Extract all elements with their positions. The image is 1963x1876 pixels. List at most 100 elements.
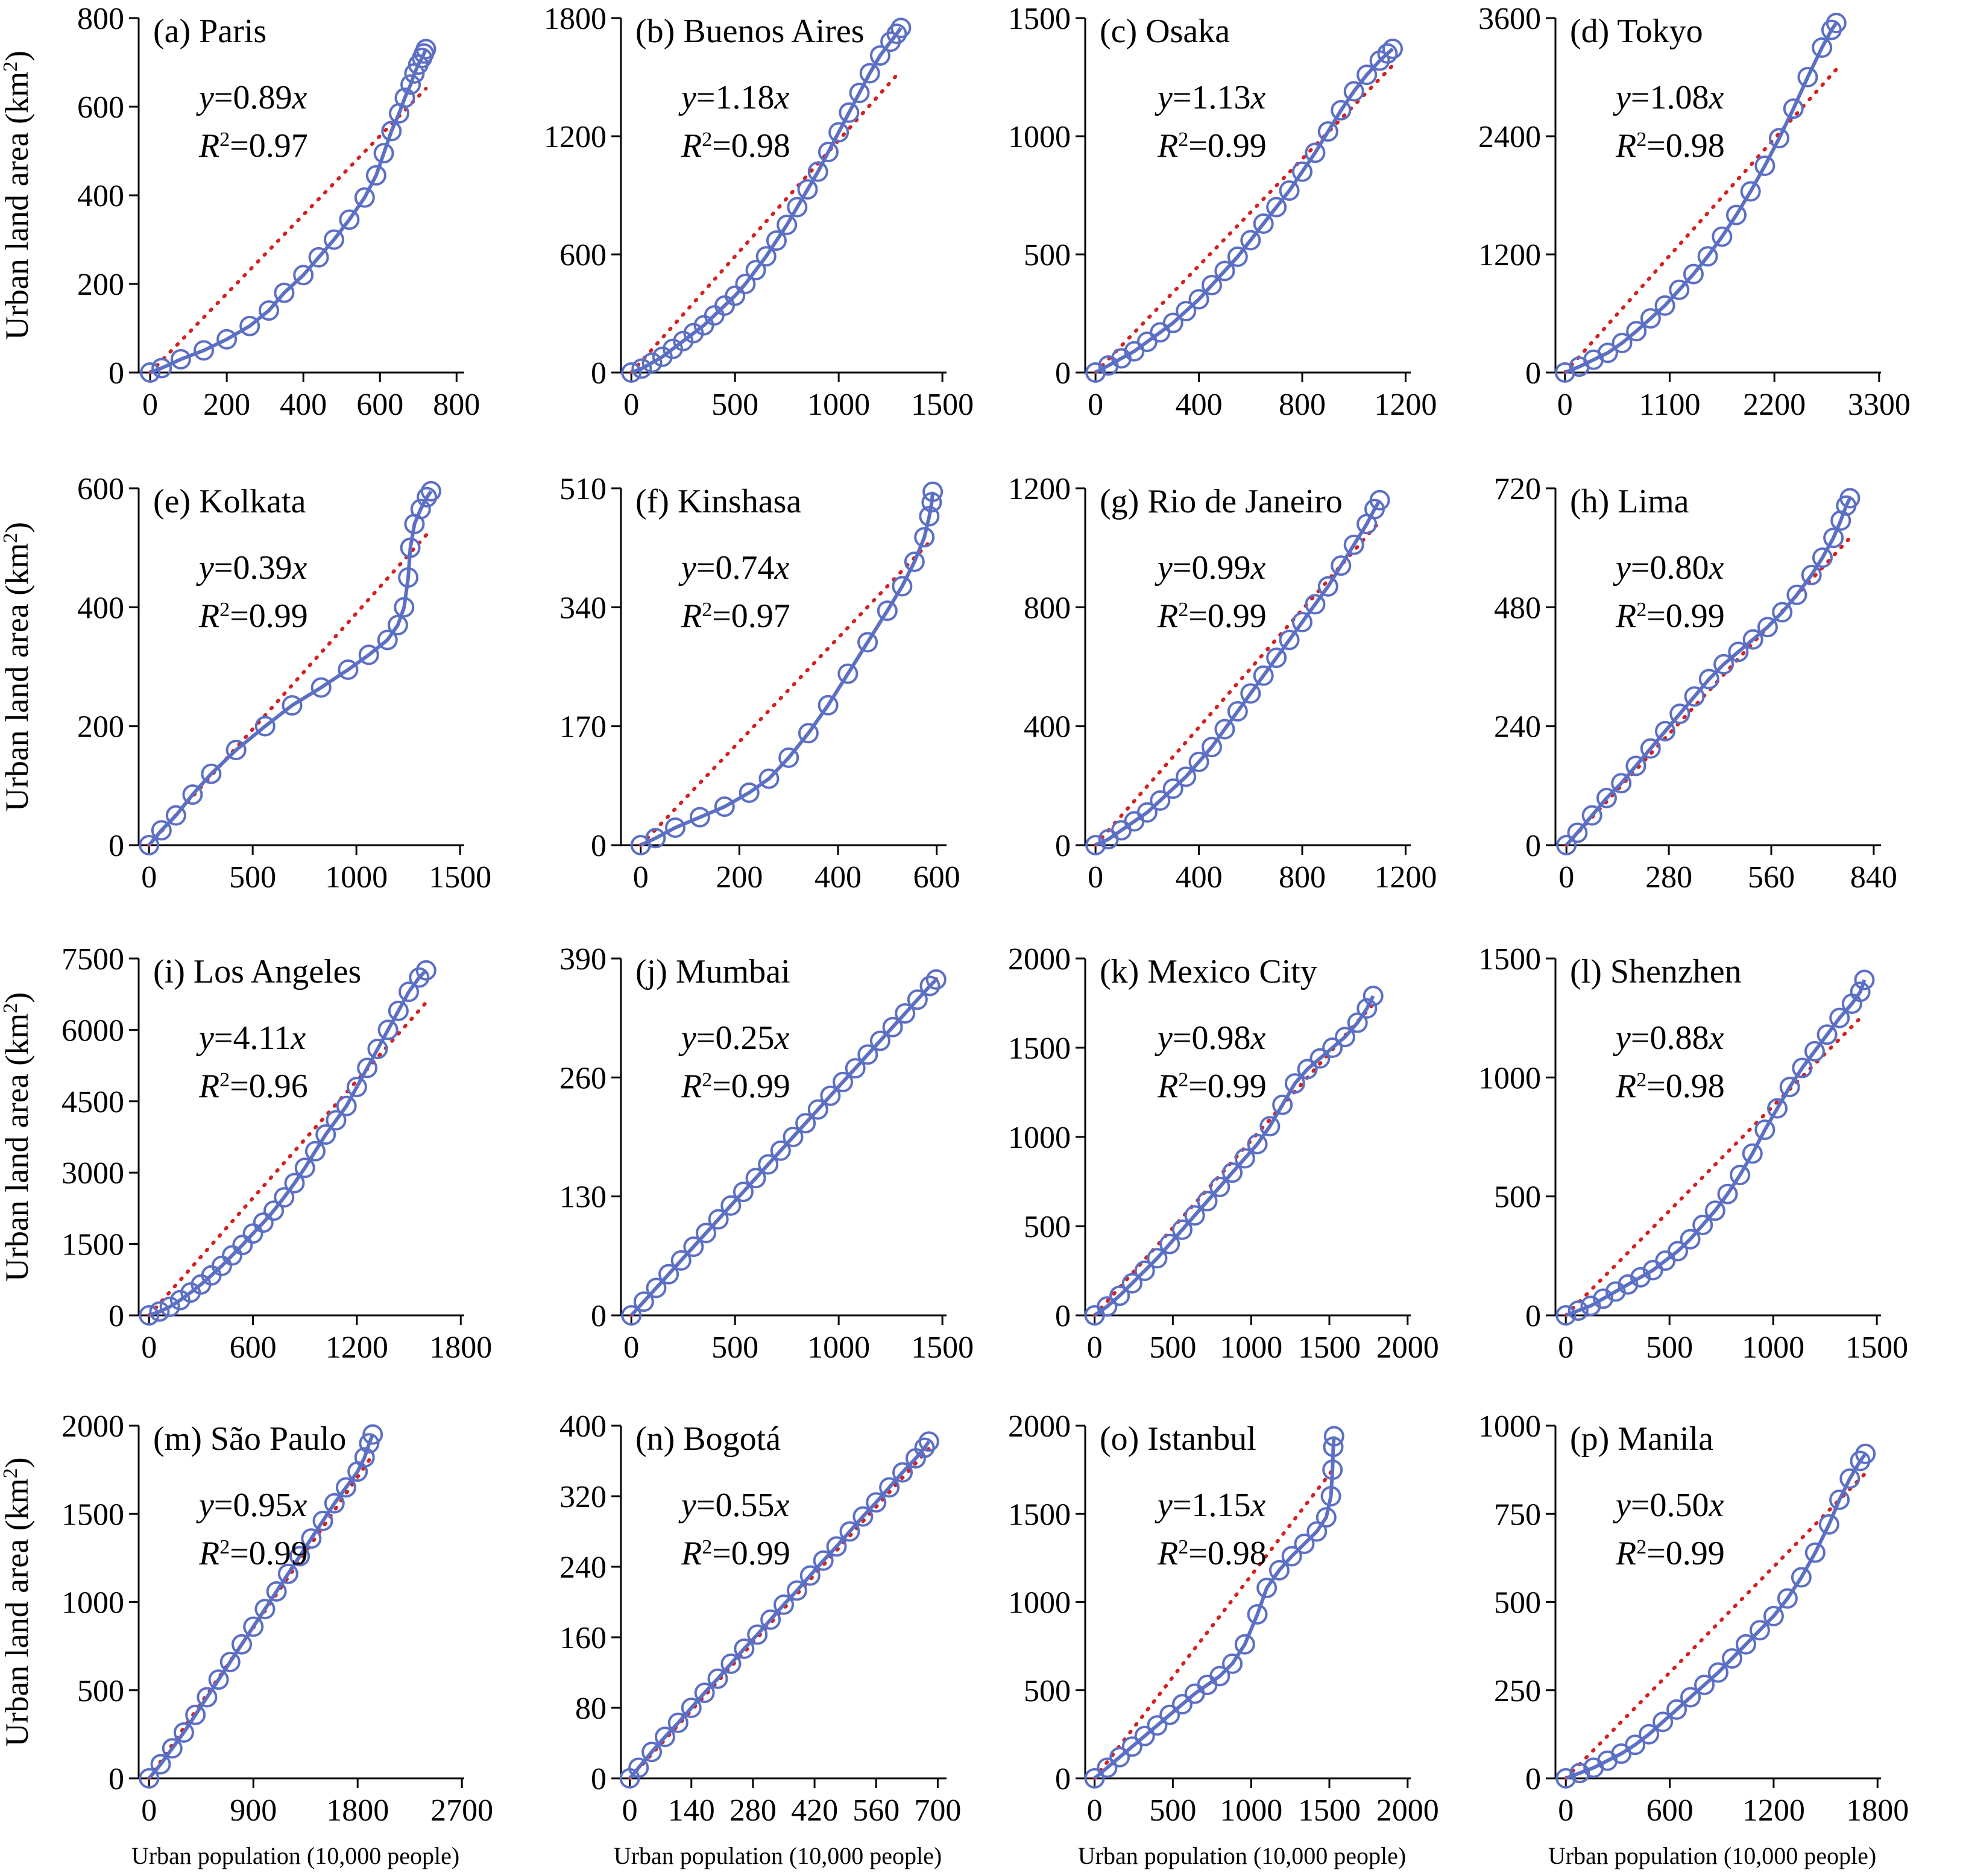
data-point <box>739 782 760 803</box>
y-tick-label: 0 <box>109 1762 124 1796</box>
r-squared: R2=0.99 <box>1615 597 1725 635</box>
y-tick-label: 0 <box>591 829 607 863</box>
x-tick-label: 1200 <box>1374 860 1437 895</box>
data-point <box>263 1200 285 1221</box>
x-tick-label: 1500 <box>1298 1793 1361 1828</box>
data-point <box>828 122 849 143</box>
data-point <box>798 723 819 744</box>
fit-equation: y=0.99x <box>1155 549 1265 587</box>
fit-equation: y=1.08x <box>1613 79 1724 116</box>
data-point <box>1683 263 1704 285</box>
data-point <box>1266 647 1287 669</box>
data-point <box>720 1195 742 1216</box>
data-point <box>914 1437 935 1458</box>
data-point <box>1669 279 1690 300</box>
y-tick-label: 390 <box>559 942 607 977</box>
panel-title: (p) Manila <box>1570 1420 1713 1458</box>
data-point <box>1581 805 1602 826</box>
data-point <box>1786 584 1807 605</box>
x-tick-label: 0 <box>1088 860 1103 895</box>
data-point <box>1804 1040 1825 1062</box>
panel-title: (b) Buenos Aires <box>635 13 865 50</box>
panel-d: 0 1100 2200 3300 0 1200 2400 3600 (d) Tokyo y=1.0… <box>1478 2 1911 422</box>
data-point <box>410 499 431 520</box>
data-point <box>1253 665 1274 686</box>
data-point <box>1721 1648 1742 1669</box>
x-tick-label: 0 <box>141 1793 157 1828</box>
fit-line <box>148 87 428 374</box>
x-tick-label: 280 <box>1645 860 1692 895</box>
data-point <box>774 1594 794 1615</box>
y-tick-label: 400 <box>559 1409 607 1444</box>
data-point <box>1791 1567 1812 1588</box>
data-point <box>879 1477 900 1498</box>
data-point <box>786 1580 807 1601</box>
data-point <box>242 1223 263 1244</box>
data-point <box>820 1085 841 1106</box>
x-tick-label: 600 <box>913 860 960 895</box>
x-tick-label: 700 <box>914 1793 961 1828</box>
x-tick-label: 140 <box>668 1793 715 1828</box>
x-tick-label: 1800 <box>326 1793 389 1828</box>
data-point <box>346 1077 367 1098</box>
data-point <box>1692 1215 1713 1236</box>
data-point <box>1084 1768 1105 1789</box>
data-point <box>394 597 415 618</box>
data-point <box>284 1172 305 1194</box>
x-tick-label: 800 <box>1279 388 1326 422</box>
data-point <box>1281 1546 1302 1567</box>
data-point <box>758 1154 779 1175</box>
data-point <box>1309 1048 1331 1069</box>
data-point <box>1567 822 1588 843</box>
data-point <box>170 348 191 370</box>
y-tick-label: 400 <box>1024 710 1071 744</box>
y-tick-label: 0 <box>591 356 607 391</box>
data-point <box>890 17 912 39</box>
data-point <box>670 1250 692 1271</box>
fit-equation: y=0.55x <box>678 1487 789 1524</box>
data-point <box>358 644 379 666</box>
y-tick-label: 720 <box>1494 472 1541 506</box>
y-tick-label: 80 <box>575 1692 607 1726</box>
data-point <box>845 1058 866 1079</box>
data-point <box>1256 1578 1278 1599</box>
r-squared: R2=0.99 <box>1157 597 1267 635</box>
x-tick-label: 1200 <box>1742 1793 1805 1828</box>
y-tick-label: 240 <box>1494 710 1541 744</box>
fit-line <box>1564 1471 1868 1780</box>
data-point <box>1369 489 1390 511</box>
fit-equation: y=1.15x <box>1155 1487 1265 1524</box>
data-point <box>667 1712 688 1733</box>
data-point <box>1754 156 1776 176</box>
data-point <box>211 1255 232 1276</box>
x-tick-label: 0 <box>622 1793 638 1828</box>
panel-title: (l) Shenzhen <box>1570 953 1742 990</box>
data-point <box>1171 1219 1193 1240</box>
data-point <box>777 215 798 235</box>
x-tick-label: 0 <box>1557 388 1573 422</box>
x-tick-label: 0 <box>1087 1793 1103 1828</box>
data-point <box>253 1212 274 1233</box>
data-point <box>1555 1305 1577 1326</box>
data-point <box>1209 1176 1230 1197</box>
data-point <box>1266 197 1287 218</box>
data-point <box>720 1653 742 1674</box>
x-tick-label: 560 <box>1748 860 1795 895</box>
data-point <box>151 820 172 841</box>
panel-n: 0 140 280 420 560 700 0 80 160 240 320 400 (n) Bogot… <box>559 1409 961 1869</box>
y-tick-label: 340 <box>559 591 607 625</box>
panel-e: 0 500 1000 1500 0 200 400 600 (e) Kolkata y=0.39x… <box>0 472 491 895</box>
y-tick-label: 2000 <box>61 1409 124 1444</box>
data-point <box>857 1044 878 1065</box>
y-tick-label: 1000 <box>1008 120 1071 154</box>
data-point <box>310 677 332 698</box>
data-point <box>747 1624 768 1645</box>
data-point <box>398 567 419 588</box>
data-point <box>1568 1300 1589 1321</box>
data-point <box>1797 67 1818 87</box>
x-tick-label: 0 <box>1558 1793 1574 1828</box>
r-squared: R2=0.98 <box>681 127 790 165</box>
data-point <box>645 828 666 849</box>
data-point <box>1227 701 1248 722</box>
panel-h: 0 280 560 840 0 240 480 720 (h) Lima y=0.80x R2=0.… <box>1494 472 1897 895</box>
